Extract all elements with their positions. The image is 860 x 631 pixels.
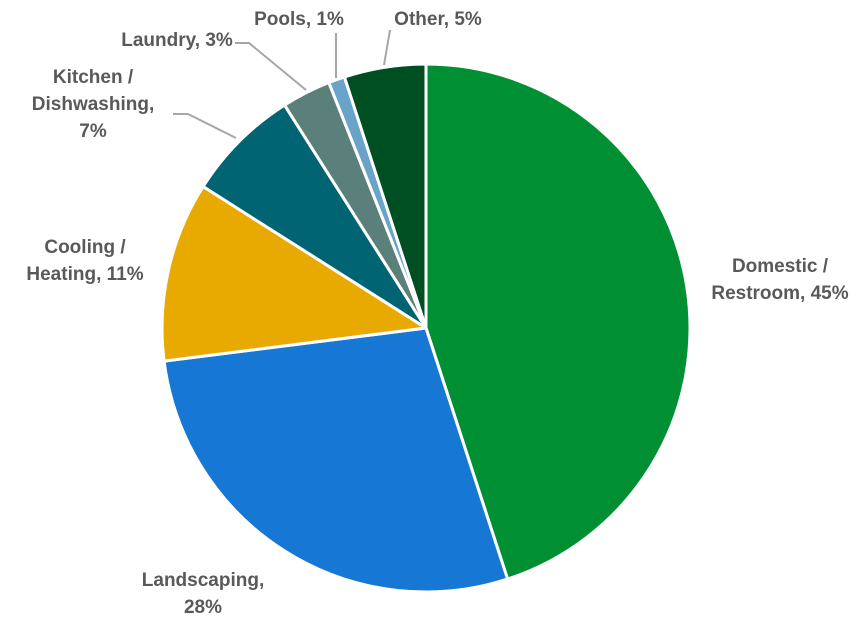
data-label-line: 28% — [184, 597, 222, 618]
data-label-line: Dishwashing, — [32, 94, 154, 115]
data-label-line: 7% — [79, 121, 107, 142]
data-label-line: Restroom, 45% — [711, 283, 848, 304]
data-label-cooling-heating: Cooling / Heating, 11% — [26, 237, 143, 285]
data-label-line: Cooling / — [44, 237, 126, 258]
data-label-line: Kitchen / — [53, 67, 134, 88]
pie-slice-kitchen-dishwashing — [201, 103, 428, 330]
pie-slice-domestic-restroom — [424, 62, 692, 581]
pie-slice-other — [342, 62, 428, 330]
pie-slice-cooling-heating — [160, 185, 428, 363]
data-label-laundry: Laundry, 3% — [121, 30, 233, 51]
data-label-line: Pools, 1% — [254, 9, 344, 30]
slices-layer — [160, 62, 692, 594]
pie-slice-landscaping — [162, 326, 510, 594]
leader-line-laundry — [235, 42, 307, 91]
data-label-line: Landscaping, — [142, 570, 264, 591]
data-label-line: Other, 5% — [394, 9, 482, 30]
data-label-other: Other, 5% — [394, 9, 482, 30]
data-label-pools: Pools, 1% — [254, 9, 344, 30]
data-label-line: Domestic / — [732, 256, 829, 277]
leader-line-kitchen-dishwashing — [173, 113, 237, 139]
data-label-kitchen-dishwashing: Kitchen / Dishwashing, 7% — [32, 67, 154, 142]
leader-lines-layer — [173, 29, 391, 139]
data-label-domestic-restroom: Domestic / Restroom, 45% — [711, 256, 848, 304]
data-labels-layer: Domestic / Restroom, 45% Landscaping, 28% Co… — [26, 9, 848, 618]
data-label-landscaping: Landscaping, 28% — [142, 570, 264, 618]
data-label-line: Heating, 11% — [26, 264, 143, 285]
data-label-line: Laundry, 3% — [121, 30, 233, 51]
leader-line-other — [383, 29, 391, 66]
